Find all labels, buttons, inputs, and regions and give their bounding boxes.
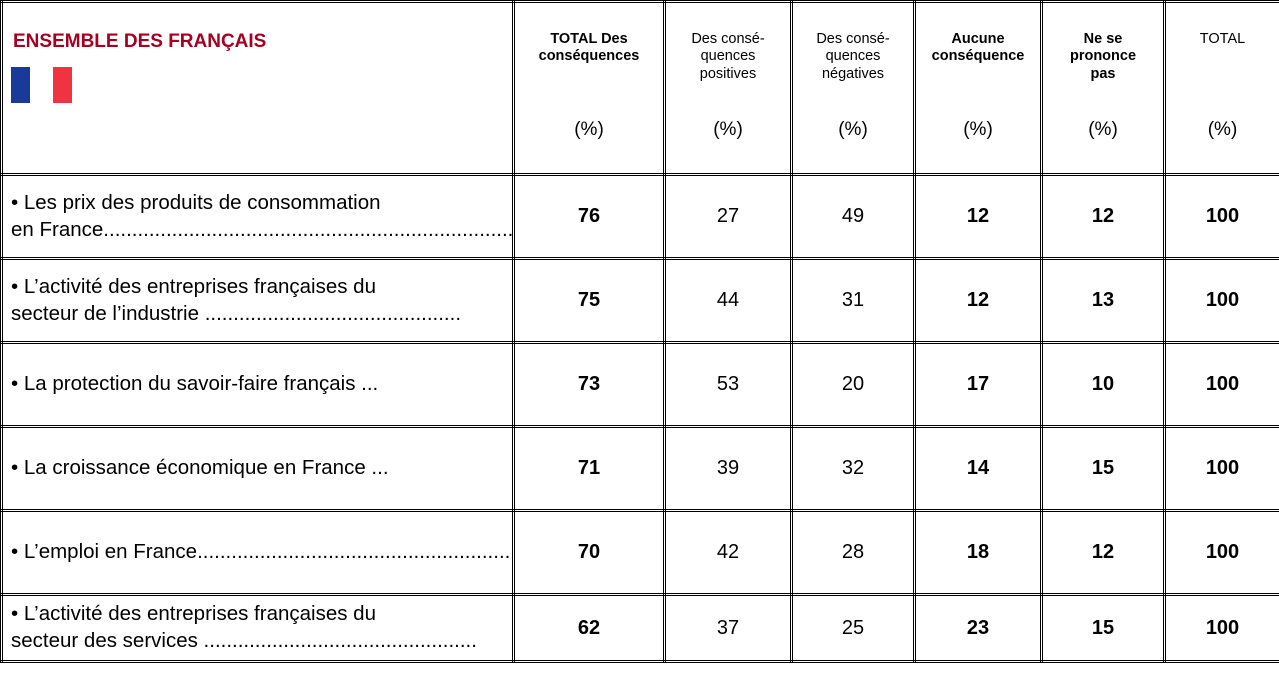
value-cell: 12 xyxy=(1040,173,1166,260)
row-label: • L’activité des entreprises françaises … xyxy=(0,257,515,344)
value-cell: 71 xyxy=(512,425,666,512)
column-unit: (%) xyxy=(574,119,604,140)
value-cell: 28 xyxy=(790,509,916,596)
value-cell: 17 xyxy=(913,341,1043,428)
flag xyxy=(11,67,511,103)
column-unit: (%) xyxy=(713,119,743,140)
value-cell: 15 xyxy=(1040,593,1166,663)
column-unit: (%) xyxy=(838,119,868,140)
value-cell: 39 xyxy=(663,425,793,512)
row-label: • La croissance économique en France ... xyxy=(0,425,515,512)
column-header: TOTAL Des conséquences (%) xyxy=(512,0,666,176)
column-header: Aucune conséquence (%) xyxy=(913,0,1043,176)
data-row: • L’emploi en France....................… xyxy=(0,509,1279,596)
value-cell: 100 xyxy=(1163,173,1279,260)
column-label: Des consé- quences positives xyxy=(691,31,765,82)
data-row: • L’activité des entreprises françaises … xyxy=(0,593,1279,663)
value-cell: 27 xyxy=(663,173,793,260)
column-unit: (%) xyxy=(1207,119,1238,140)
data-row: • Les prix des produits de consommation … xyxy=(0,173,1279,260)
value-cell: 12 xyxy=(1040,509,1166,596)
column-header: Ne se prononce pas (%) xyxy=(1040,0,1166,176)
column-unit: (%) xyxy=(963,119,993,140)
value-cell: 73 xyxy=(512,341,666,428)
value-cell: 20 xyxy=(790,341,916,428)
value-cell: 18 xyxy=(913,509,1043,596)
column-label: Aucune conséquence xyxy=(931,31,1025,65)
value-cell: 32 xyxy=(790,425,916,512)
value-cell: 37 xyxy=(663,593,793,663)
data-row: • L’activité des entreprises françaises … xyxy=(0,257,1279,344)
column-label: TOTAL Des conséquences xyxy=(538,31,640,65)
value-cell: 49 xyxy=(790,173,916,260)
value-cell: 15 xyxy=(1040,425,1166,512)
value-cell: 23 xyxy=(913,593,1043,663)
row-label: • Les prix des produits de consommation … xyxy=(0,173,515,260)
value-cell: 25 xyxy=(790,593,916,663)
column-header: Des consé- quences positives (%) xyxy=(663,0,793,176)
value-cell: 100 xyxy=(1163,509,1279,596)
results-table: ENSEMBLE DES FRANÇAIS TOTAL Des conséque… xyxy=(0,0,1279,663)
value-cell: 10 xyxy=(1040,341,1166,428)
column-label: Ne se prononce pas xyxy=(1069,31,1137,82)
column-header: Des consé- quences négatives (%) xyxy=(790,0,916,176)
value-cell: 12 xyxy=(913,173,1043,260)
value-cell: 100 xyxy=(1163,341,1279,428)
value-cell: 42 xyxy=(663,509,793,596)
data-row: • La protection du savoir-faire français… xyxy=(0,341,1279,428)
table-body: ENSEMBLE DES FRANÇAIS TOTAL Des conséque… xyxy=(0,0,1279,663)
value-cell: 62 xyxy=(512,593,666,663)
value-cell: 44 xyxy=(663,257,793,344)
title: ENSEMBLE DES FRANÇAIS xyxy=(13,31,267,52)
value-cell: 53 xyxy=(663,341,793,428)
value-cell: 100 xyxy=(1163,593,1279,663)
column-label: TOTAL xyxy=(1199,31,1246,47)
value-cell: 76 xyxy=(512,173,666,260)
value-cell: 12 xyxy=(913,257,1043,344)
value-cell: 75 xyxy=(512,257,666,344)
row-label: • L’emploi en France....................… xyxy=(0,509,515,596)
title-cell: ENSEMBLE DES FRANÇAIS xyxy=(0,0,515,176)
value-cell: 70 xyxy=(512,509,666,596)
value-cell: 13 xyxy=(1040,257,1166,344)
column-label: Des consé- quences négatives xyxy=(816,31,890,82)
value-cell: 100 xyxy=(1163,257,1279,344)
header-row: ENSEMBLE DES FRANÇAIS TOTAL Des conséque… xyxy=(0,0,1279,176)
column-unit: (%) xyxy=(1088,119,1118,140)
value-cell: 31 xyxy=(790,257,916,344)
column-header: TOTAL (%) xyxy=(1163,0,1279,176)
data-row: • La croissance économique en France ...… xyxy=(0,425,1279,512)
row-label: • L’activité des entreprises françaises … xyxy=(0,593,515,663)
row-label: • La protection du savoir-faire français… xyxy=(0,341,515,428)
value-cell: 100 xyxy=(1163,425,1279,512)
value-cell: 14 xyxy=(913,425,1043,512)
